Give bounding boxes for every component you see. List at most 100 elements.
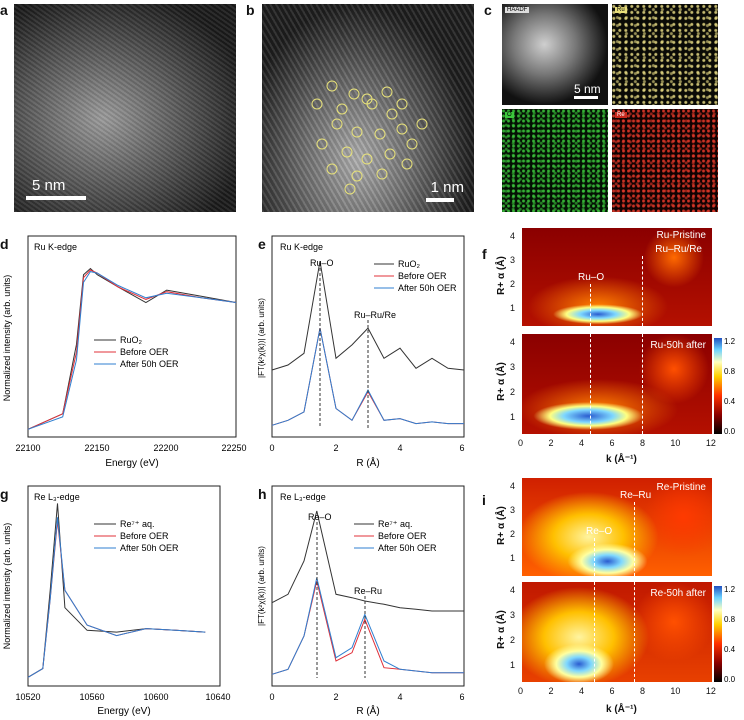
legend-e-1: Before OER bbox=[398, 271, 447, 281]
f-xtick-0: 0 bbox=[518, 438, 524, 448]
title-h: Re L₃-edge bbox=[280, 492, 326, 502]
annot-h-0: Re–O bbox=[308, 512, 332, 522]
xtick-e-3: 6 bbox=[459, 443, 464, 453]
i-ytick-bot-0: 1 bbox=[510, 660, 516, 670]
title-g: Re L₃-edge bbox=[34, 492, 80, 502]
annot-h-1: Re–Ru bbox=[354, 586, 382, 596]
f-ylabel-bottom: R+ α (Å) bbox=[495, 362, 507, 401]
f-ylabel-top: R+ α (Å) bbox=[495, 256, 507, 295]
f-yticks-bottom: 4 3 2 1 bbox=[510, 330, 515, 430]
legend-e: RuO₂ Before OER After 50h OER bbox=[374, 259, 457, 293]
i-xtick-3: 6 bbox=[609, 686, 615, 696]
i-ylabel-top: R+ α (Å) bbox=[495, 506, 507, 545]
series-line-g-2 bbox=[27, 517, 206, 678]
legend-h-2: After 50h OER bbox=[378, 543, 437, 553]
i-ytick-top-2: 3 bbox=[510, 505, 516, 515]
xtick-h-1: 2 bbox=[333, 692, 338, 702]
f-xtick-1: 2 bbox=[548, 438, 554, 448]
legend-g-0: Re⁷⁺ aq. bbox=[120, 519, 155, 529]
i-yticks-bottom: 4 3 2 1 bbox=[510, 578, 515, 678]
f-cb-3: 0.0 bbox=[724, 427, 736, 436]
series-line-g-0 bbox=[27, 503, 206, 678]
panel-label-f: f bbox=[482, 246, 487, 262]
panel-label-b: b bbox=[246, 2, 255, 18]
f-top-label: Ru-Pristine bbox=[656, 230, 706, 241]
micrograph-b: 1 nm bbox=[262, 4, 474, 212]
eds-o: O bbox=[502, 109, 608, 212]
i-ytick-top-1: 2 bbox=[510, 529, 516, 539]
legend-d-1: Before OER bbox=[120, 347, 169, 357]
scale-bar-b bbox=[426, 198, 454, 202]
heatmap-f-bottom: Ru-50h after bbox=[522, 334, 712, 434]
series-line-g-1 bbox=[27, 520, 206, 678]
xtick-d-1: 22150 bbox=[84, 443, 109, 453]
series-line-h-2 bbox=[271, 577, 464, 675]
legend-g-2: After 50h OER bbox=[120, 543, 179, 553]
i-xticks: 0 2 4 6 8 10 12 bbox=[518, 686, 716, 696]
heatmap-i-bottom: Re-50h after bbox=[522, 582, 712, 682]
f-ytick-bot-2: 3 bbox=[510, 362, 516, 372]
legend-d-2: After 50h OER bbox=[120, 359, 179, 369]
panel-label-d: d bbox=[0, 236, 9, 252]
ylabel-e: |FT(k²χ(k))| (arb. units) bbox=[257, 298, 266, 378]
scale-bar-c bbox=[574, 96, 598, 99]
xtick-e-2: 4 bbox=[397, 443, 402, 453]
i-xtick-6: 12 bbox=[705, 686, 716, 696]
eds-haadf: HAADF 5 nm bbox=[502, 4, 608, 105]
micrograph-a: 5 nm bbox=[14, 4, 236, 212]
f-cb-0: 1.2 bbox=[724, 337, 736, 346]
ylabel-h: |FT(k²χ(k))| (arb. units) bbox=[257, 546, 266, 626]
i-ytick-bot-1: 2 bbox=[510, 635, 516, 645]
legend-h: Re⁷⁺ aq. Before OER After 50h OER bbox=[354, 519, 437, 553]
xlabel-d: Energy (eV) bbox=[105, 458, 158, 469]
chart-e: Ru K-edge |FT(k²χ(k))| (arb. units) R (Å… bbox=[257, 235, 465, 469]
colorbar-f: 1.2 0.8 0.4 0.0 bbox=[714, 337, 736, 436]
panel-label-g: g bbox=[0, 486, 9, 502]
i-annot-reo: Re–O bbox=[586, 526, 613, 537]
f-xtick-5: 10 bbox=[670, 438, 681, 448]
xlabel-h: R (Å) bbox=[356, 704, 379, 717]
f-xticks: 0 2 4 6 8 10 12 bbox=[518, 438, 716, 448]
i-cb-2: 0.4 bbox=[724, 645, 736, 654]
i-ytick-bot-3: 4 bbox=[510, 585, 516, 595]
f-ytick-bot-3: 4 bbox=[510, 337, 516, 347]
heatmap-i-top: Re-Pristine Re–Ru Re–O bbox=[522, 478, 712, 576]
f-xtick-3: 6 bbox=[609, 438, 615, 448]
xtick-h-2: 4 bbox=[397, 692, 402, 702]
annot-e-1: Ru–Ru/Re bbox=[354, 310, 396, 320]
f-ytick-bot-1: 2 bbox=[510, 387, 516, 397]
i-bottom-label: Re-50h after bbox=[650, 588, 706, 599]
xlabel-e: R (Å) bbox=[356, 456, 379, 469]
xtick-g-1: 10560 bbox=[79, 692, 104, 702]
f-yticks-top: 4 3 2 1 bbox=[510, 224, 515, 320]
i-xtick-4: 8 bbox=[639, 686, 645, 696]
scale-bar-a bbox=[26, 196, 86, 200]
i-xtick-5: 10 bbox=[670, 686, 681, 696]
tag-re: Re bbox=[615, 112, 627, 118]
panel-label-a: a bbox=[0, 2, 8, 18]
i-xtick-1: 2 bbox=[548, 686, 554, 696]
ylabel-d: Normalized intensity (arb. units) bbox=[2, 275, 12, 402]
i-xtick-0: 0 bbox=[518, 686, 524, 696]
chart-h: Re L₃-edge |FT(k²χ(k))| (arb. units) R (… bbox=[257, 485, 465, 717]
i-top-label: Re-Pristine bbox=[656, 482, 706, 493]
f-xtick-6: 12 bbox=[705, 438, 716, 448]
xtick-d-2: 22200 bbox=[153, 443, 178, 453]
i-cb-1: 0.8 bbox=[724, 615, 736, 624]
i-ylabel-bottom: R+ α (Å) bbox=[495, 610, 507, 649]
i-cb-0: 1.2 bbox=[724, 585, 736, 594]
xtick-h-0: 0 bbox=[269, 692, 274, 702]
ylabel-g: Normalized intensity (arb. units) bbox=[2, 523, 12, 650]
f-annot-ruo: Ru–O bbox=[578, 272, 605, 283]
scale-label-b: 1 nm bbox=[430, 179, 464, 196]
colorbar-i: 1.2 0.8 0.4 0.0 bbox=[714, 585, 736, 684]
panel-label-e: e bbox=[258, 236, 266, 252]
i-xlabel: k (Å⁻¹) bbox=[606, 704, 637, 715]
xtick-e-1: 2 bbox=[333, 443, 338, 453]
f-ytick-top-0: 1 bbox=[510, 303, 516, 313]
i-yticks-top: 4 3 2 1 bbox=[510, 474, 515, 570]
legend-g-1: Before OER bbox=[120, 531, 169, 541]
legend-d-0: RuO₂ bbox=[120, 335, 143, 345]
xlabel-g: Energy (eV) bbox=[97, 706, 150, 717]
panel-label-c: c bbox=[484, 2, 492, 18]
